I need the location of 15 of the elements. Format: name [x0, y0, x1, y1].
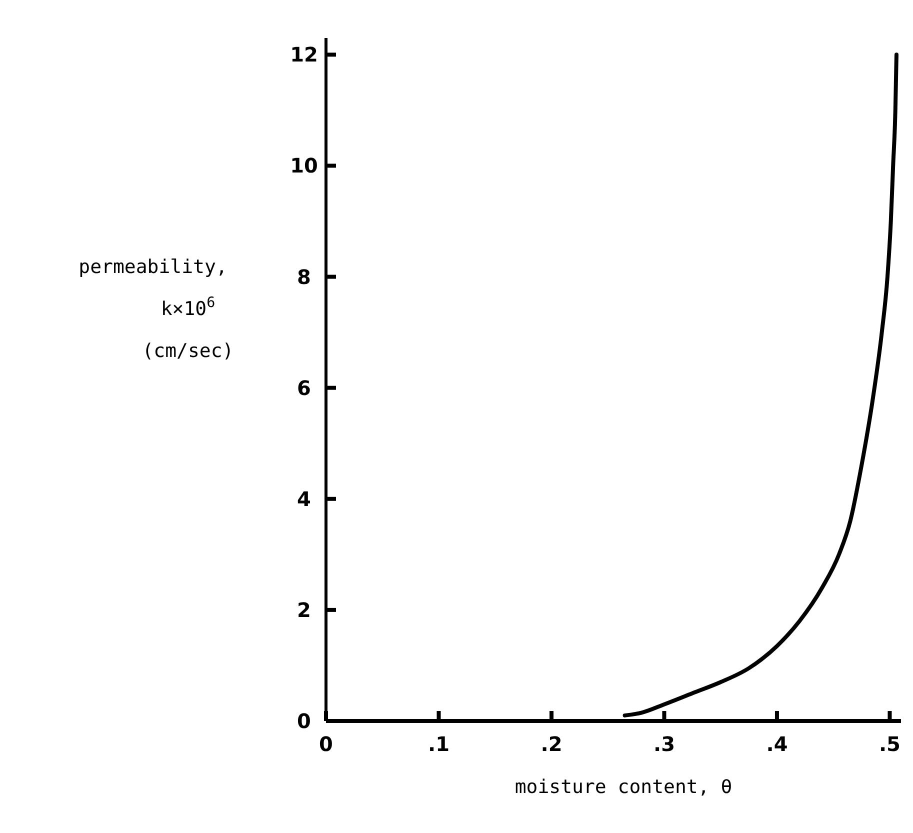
x-tick-label: .5	[878, 732, 900, 756]
x-tick-label: .4	[766, 732, 788, 756]
y-tick-label: 2	[297, 598, 311, 622]
x-axis-title: moisture content, θ	[514, 776, 732, 798]
y-tick-label: 4	[297, 486, 311, 511]
x-tick-label: .3	[653, 732, 675, 756]
y-tick-label: 8	[297, 264, 311, 289]
x-tick-label: .2	[540, 732, 562, 756]
y-tick-label: 10	[290, 154, 318, 178]
text: permeability, k×10$^{6}$ (cm/sec)	[78, 256, 234, 362]
x-tick-label: .1	[428, 732, 450, 756]
x-tick-label: 0	[319, 732, 333, 756]
y-tick-label: 12	[290, 42, 318, 67]
y-tick-label: 6	[297, 376, 311, 400]
y-tick-label: 0	[297, 709, 311, 733]
